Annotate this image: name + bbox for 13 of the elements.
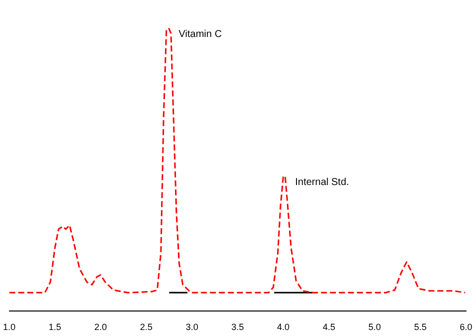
x-tick-label: 4.5 [322, 322, 336, 332]
x-tick-label: 4.0 [277, 322, 290, 332]
x-tick-label: 3.5 [231, 322, 244, 332]
x-tick-label: 1.0 [3, 322, 16, 332]
x-tick-label: 6.0 [460, 322, 472, 332]
x-tick-label: 3.0 [186, 322, 198, 332]
x-tick-label: 1.5 [48, 322, 62, 332]
x-tick-label: 5.0 [368, 322, 381, 332]
x-tick-label: 5.5 [414, 322, 427, 332]
annotation: Internal Std. [295, 176, 350, 188]
x-tick-label: 2.0 [94, 322, 107, 332]
annotation: Vitamin C [178, 28, 222, 40]
x-tick-label: 2.5 [140, 322, 153, 332]
